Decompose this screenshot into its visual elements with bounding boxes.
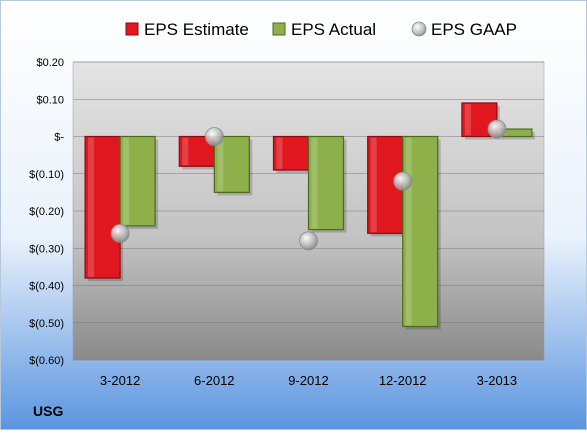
- y-axis: $0.20 $0.10 $- $(0.10) $(0.20) $(0.30) $(0.40)…: [29, 57, 64, 367]
- eps-actual-bar-highlight: [217, 137, 224, 192]
- y-tick-label: $(0.20): [29, 206, 64, 218]
- y-tick-label: $-: [54, 132, 64, 144]
- eps-actual-bar-highlight: [311, 137, 318, 229]
- legend-label: EPS Actual: [291, 20, 376, 39]
- company-label: USG: [33, 403, 63, 419]
- eps-gaap-marker: [204, 127, 224, 146]
- eps-estimate-bar: [272, 135, 310, 171]
- eps-actual-bar: [307, 135, 345, 231]
- eps-gaap-marker: [393, 171, 413, 191]
- eps-estimate-bar-highlight: [464, 103, 471, 136]
- eps-estimate-bar-highlight: [88, 137, 95, 278]
- eps-actual-bar-highlight: [123, 137, 130, 225]
- x-tick-label: 3-2013: [477, 373, 517, 388]
- x-axis: 3-2012 6-2012 9-2012 12-2012 3-2013: [100, 373, 517, 388]
- x-tick-label: 6-2012: [194, 373, 234, 388]
- eps-actual-bar: [402, 135, 439, 328]
- y-tick-label: $(0.10): [29, 169, 64, 181]
- y-tick-label: $(0.30): [29, 243, 64, 255]
- y-tick-label: $0.10: [36, 94, 64, 106]
- eps-estimate-bar-highlight: [276, 137, 283, 170]
- x-tick-label: 9-2012: [288, 373, 328, 388]
- eps-actual-bar: [119, 135, 156, 227]
- y-tick-label: $(0.60): [29, 355, 64, 367]
- eps-gaap-marker: [487, 119, 507, 139]
- eps-actual-bar: [213, 135, 250, 193]
- x-tick-label: 3-2012: [100, 373, 140, 388]
- legend-label: EPS Estimate: [144, 20, 249, 39]
- legend-label: EPS GAAP: [431, 20, 517, 39]
- x-tick-label: 12-2012: [379, 373, 427, 388]
- eps-actual-bar-highlight: [405, 137, 412, 326]
- legend-estimate-swatch: [125, 22, 139, 36]
- legend-actual-swatch: [272, 22, 286, 36]
- eps-gaap-marker: [299, 231, 318, 251]
- gaap-markers: [110, 119, 507, 251]
- eps-estimate-bar-highlight: [182, 137, 189, 166]
- y-tick-label: $(0.40): [29, 281, 64, 293]
- legend: EPS Estimate EPS Actual EPS GAAP: [125, 20, 517, 39]
- eps-gaap-marker: [110, 223, 130, 243]
- y-tick-label: $(0.50): [29, 318, 64, 330]
- bars: [84, 102, 535, 330]
- eps-estimate-bar-highlight: [370, 137, 377, 233]
- y-tick-label: $0.20: [36, 57, 64, 69]
- legend-gaap-marker: [411, 21, 427, 37]
